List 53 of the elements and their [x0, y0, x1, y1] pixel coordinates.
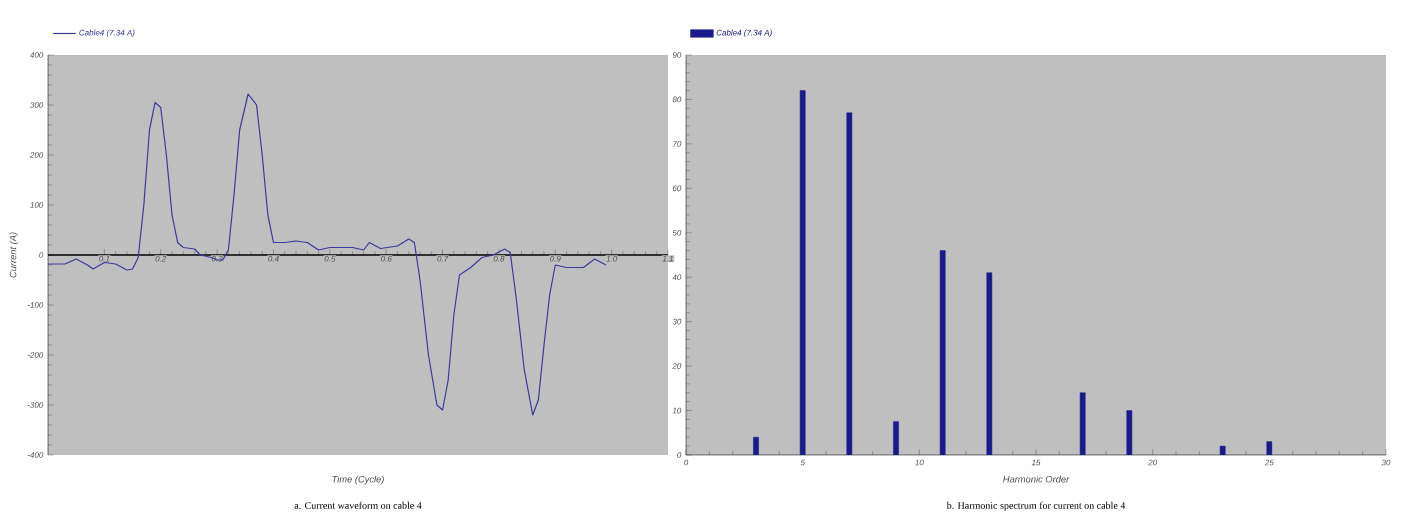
x-tick-label: 0 — [684, 459, 689, 466]
x-tick-label: 0.1 — [99, 255, 110, 262]
legend-label: Cable4 (7.34 A) — [79, 29, 135, 38]
y-tick-label: 10 — [672, 407, 682, 414]
y-tick-label: 80 — [672, 96, 682, 103]
y-tick-label: -200 — [27, 352, 44, 358]
bar — [939, 250, 946, 455]
x-tick-label: 1.0 — [606, 255, 618, 262]
y-tick-label: 300 — [30, 102, 44, 108]
x-tick-label: 10 — [915, 459, 924, 466]
text: a. Current waveform on cable 4 — [294, 501, 422, 509]
y-tick-label: 100 — [30, 202, 44, 208]
y-tick-label: 30 — [672, 318, 682, 325]
bar — [893, 421, 899, 455]
y-tick-label: 40 — [672, 274, 682, 281]
bar — [1266, 441, 1273, 455]
bar — [1126, 410, 1133, 455]
x-tick-label: 5 — [800, 459, 805, 466]
y-tick-label: -400 — [27, 452, 44, 458]
x-tick-label: 1.1 — [662, 255, 673, 262]
y-tick-label: 400 — [30, 52, 44, 58]
text: b. Harmonic spectrum for current on cable 4 — [946, 501, 1126, 511]
x-tick-label: 25 — [1264, 459, 1274, 466]
x-axis-title: Harmonic Order — [1003, 475, 1070, 483]
x-axis-title: Time (Cycle) — [332, 475, 384, 485]
x-tick-label: 0.8 — [493, 255, 505, 262]
x-tick-label: 0.4 — [268, 255, 279, 262]
x-tick-label: 0.6 — [380, 255, 392, 262]
x-tick-label: 0.5 — [324, 255, 336, 262]
bar — [1219, 445, 1226, 455]
x-tick-label: 0.2 — [155, 255, 167, 262]
y-tick-label: 60 — [672, 185, 682, 192]
y-tick-label: 20 — [672, 363, 682, 369]
bar — [986, 272, 993, 455]
line-series — [48, 93, 607, 416]
y-tick-label: 70 — [673, 141, 682, 147]
bar — [799, 90, 806, 455]
x-tick-label: 15 — [1031, 459, 1041, 466]
y-tick-label: 50 — [672, 229, 682, 236]
y-axis-title: Current (A) — [9, 232, 19, 278]
y-tick-label: -100 — [27, 302, 44, 308]
bar — [753, 436, 759, 455]
y-tick-label: -300 — [27, 402, 44, 408]
legend-label: Cable4 (7.34 A) — [716, 29, 772, 38]
x-tick-label: 30 — [1381, 459, 1391, 466]
x-tick-label: 20 — [1148, 459, 1158, 466]
y-tick-label: 0 — [677, 452, 682, 458]
y-tick-label: 200 — [29, 152, 44, 158]
y-tick-label: 90 — [672, 52, 682, 58]
x-tick-label: 0.9 — [550, 255, 561, 262]
x-tick-label: 0.7 — [437, 255, 449, 262]
bar — [846, 112, 853, 455]
bar — [1079, 392, 1086, 455]
